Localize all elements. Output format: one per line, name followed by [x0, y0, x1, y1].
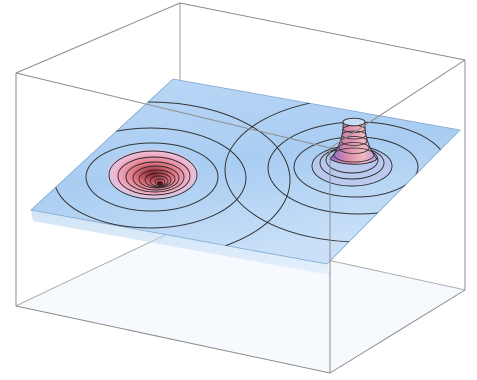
bounding-box-front — [15, 2, 466, 374]
well-contour-6 — [144, 172, 172, 188]
box-edge-top-left — [15, 2, 181, 74]
well-bottom — [157, 181, 163, 185]
well-contour-7 — [149, 175, 169, 187]
box-edge-top-right — [329, 59, 466, 149]
peak-contour-7 — [341, 130, 367, 140]
box-edge-top-front — [15, 72, 331, 149]
peak-contour-4 — [333, 147, 375, 163]
box-edge-top-back — [179, 2, 466, 61]
box-edge-bottom-right — [329, 289, 466, 374]
well-funnel — [107, 149, 199, 200]
contour-well-outer-3 — [85, 142, 219, 212]
peak-contour-5 — [338, 142, 370, 154]
well-contour-1 — [108, 150, 198, 200]
well-contour-2 — [117, 156, 191, 196]
well-contour-4 — [132, 165, 180, 191]
box-edge-bottom-front — [15, 305, 331, 374]
well-contour-3 — [125, 161, 185, 193]
peak-cone — [311, 117, 393, 187]
peak-body — [329, 121, 378, 165]
box-floor — [16, 228, 465, 373]
plane-underside — [31, 210, 330, 275]
well-contour-5 — [138, 169, 176, 189]
peak-top — [342, 117, 366, 127]
